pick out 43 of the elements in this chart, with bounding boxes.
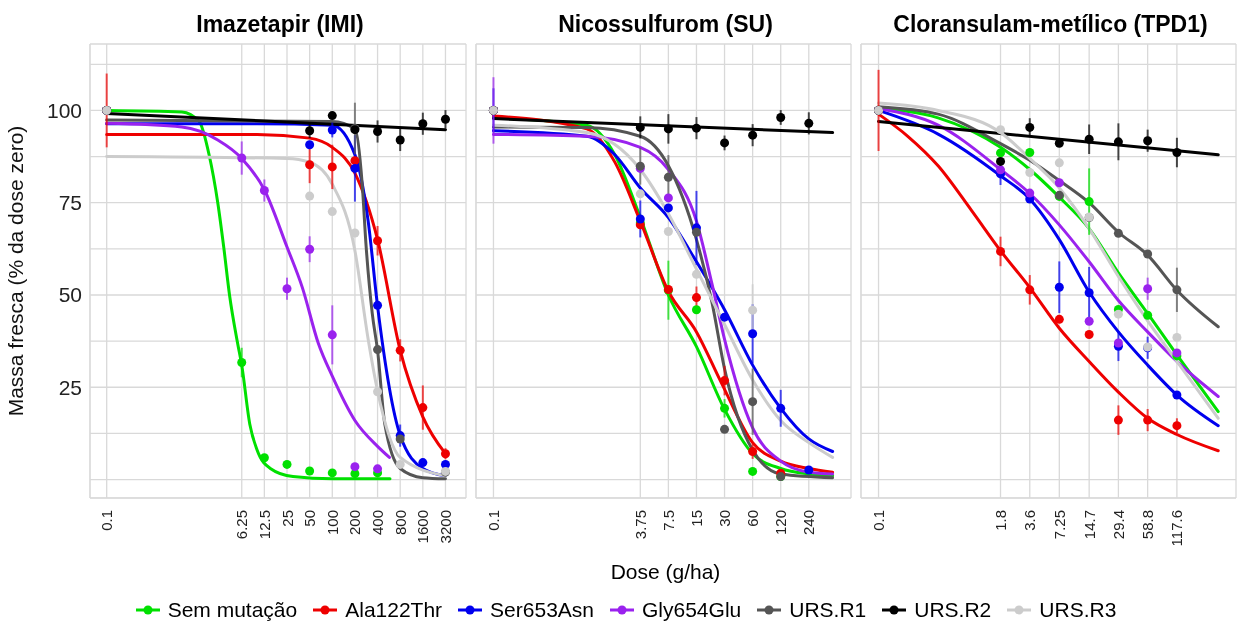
legend-label: Ser653Asn xyxy=(490,598,595,621)
y-tick-label: 100 xyxy=(46,98,82,122)
x-tick-label: 3200 xyxy=(436,510,454,544)
x-tick-label: 7.25 xyxy=(1050,510,1068,540)
x-tick-label: 6.25 xyxy=(233,510,251,540)
x-tick-label: 3.75 xyxy=(631,510,649,540)
legend-label: Ala122Thr xyxy=(345,598,443,621)
legend-label: URS.R2 xyxy=(914,598,992,621)
x-tick-label: 60 xyxy=(744,510,762,527)
x-tick-label: 100 xyxy=(323,510,341,536)
x-tick-label: 29.4 xyxy=(1109,510,1127,540)
x-tick-label: 800 xyxy=(391,510,409,536)
x-tick-label: 240 xyxy=(800,510,818,536)
x-tick-label: 0.1 xyxy=(484,510,502,531)
legend-label: Gly654Glu xyxy=(642,598,742,621)
x-tick-label: 0.1 xyxy=(870,510,888,531)
y-tick-label: 25 xyxy=(58,375,82,399)
x-tick-label: 14.7 xyxy=(1080,510,1098,540)
x-tick-label: 7.5 xyxy=(659,510,677,531)
y-tick-label: 75 xyxy=(58,191,82,215)
x-tick-label: 1600 xyxy=(414,510,432,544)
x-axis-title: Dose (g/ha) xyxy=(609,560,722,584)
legend-label: Sem mutação xyxy=(167,598,298,621)
x-tick-label: 0.1 xyxy=(98,510,116,531)
x-tick-label: 58.8 xyxy=(1139,510,1157,540)
x-tick-label: 25 xyxy=(278,510,296,527)
chart-title: Nicossulfurom (SU) xyxy=(557,10,774,39)
x-tick-label: 12.5 xyxy=(255,510,273,540)
legend-label: URS.R1 xyxy=(789,598,867,621)
x-tick-label: 400 xyxy=(369,510,387,536)
legend-label: URS.R3 xyxy=(1039,598,1117,621)
x-tick-label: 200 xyxy=(346,510,364,536)
chart-title: Cloransulam-metílico (TPD1) xyxy=(892,10,1209,39)
x-tick-label: 50 xyxy=(301,510,319,527)
x-tick-label: 3.6 xyxy=(1021,510,1039,531)
y-axis-title: Massa fresca (% da dose zero) xyxy=(4,125,28,417)
y-tick-label: 50 xyxy=(58,283,82,307)
x-tick-label: 15 xyxy=(687,510,705,527)
x-tick-label: 117.6 xyxy=(1168,510,1186,547)
chart-title: Imazetapir (IMI) xyxy=(195,10,365,39)
x-tick-label: 30 xyxy=(716,510,734,527)
x-tick-label: 1.8 xyxy=(992,510,1010,531)
x-tick-label: 120 xyxy=(772,510,790,536)
